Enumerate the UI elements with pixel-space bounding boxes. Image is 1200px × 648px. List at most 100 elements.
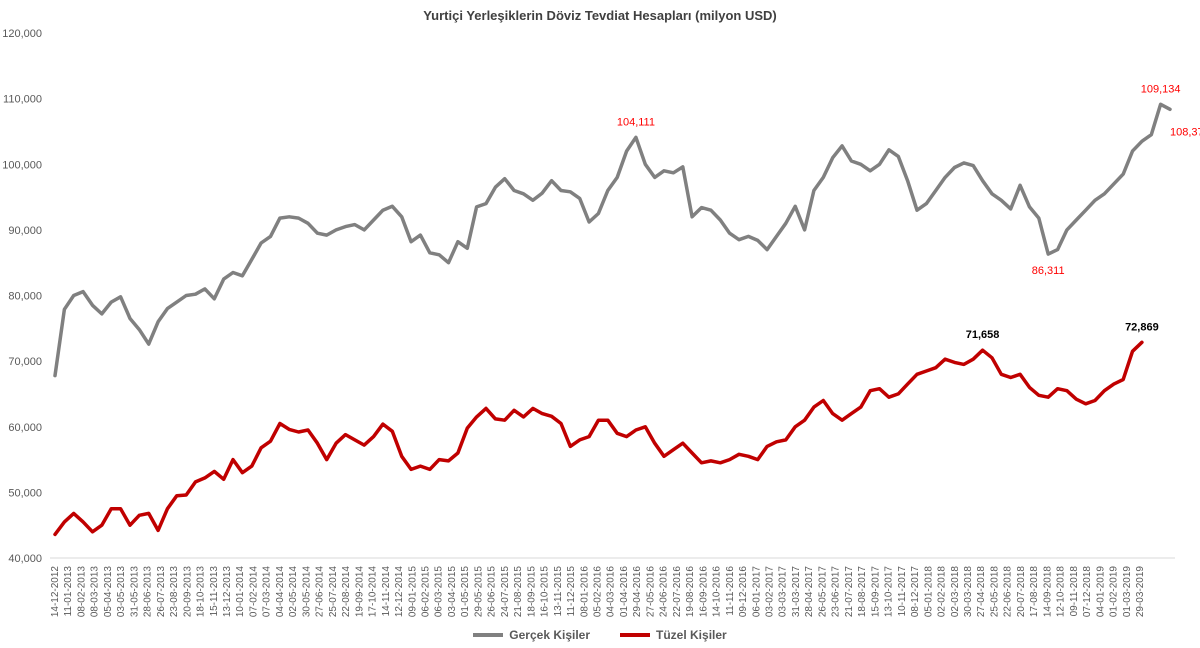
x-tick-label: 01-02-2019 <box>1109 566 1120 618</box>
x-tick-label: 29-04-2016 <box>632 566 643 618</box>
x-tick-label: 18-10-2013 <box>196 566 207 618</box>
x-tick-label: 23-06-2017 <box>831 566 842 618</box>
x-tick-label: 14-12-2012 <box>50 566 61 618</box>
x-tick-label: 05-04-2013 <box>103 566 114 618</box>
x-tick-label: 02-02-2018 <box>937 566 948 618</box>
x-tick-label: 20-09-2013 <box>182 566 193 618</box>
x-tick-label: 03-05-2013 <box>116 566 127 618</box>
series-line-gercek <box>55 104 1170 375</box>
x-tick-label: 22-06-2018 <box>1003 566 1014 618</box>
x-tick-label: 27-05-2016 <box>645 566 656 618</box>
x-tick-label: 17-10-2014 <box>368 566 379 618</box>
x-tick-label: 08-12-2017 <box>910 566 921 618</box>
x-tick-label: 10-11-2017 <box>897 566 908 617</box>
x-tick-label: 09-12-2016 <box>738 566 749 618</box>
x-tick-label: 27-04-2018 <box>976 566 987 618</box>
x-tick-label: 05-01-2018 <box>923 566 934 618</box>
x-tick-label: 20-07-2018 <box>1016 566 1027 618</box>
y-tick-label: 120,000 <box>2 28 42 40</box>
x-tick-label: 03-03-2017 <box>778 566 789 618</box>
x-tick-label: 31-03-2017 <box>791 566 802 618</box>
x-tick-label: 15-09-2017 <box>870 566 881 618</box>
x-tick-label: 11-11-2016 <box>725 566 736 616</box>
x-tick-label: 18-09-2015 <box>526 566 537 618</box>
x-tick-label: 02-05-2014 <box>288 566 299 618</box>
x-tick-label: 16-10-2015 <box>540 566 551 618</box>
y-tick-label: 70,000 <box>8 356 42 368</box>
data-label: 86,311 <box>1032 265 1065 277</box>
x-tick-label: 05-02-2016 <box>593 566 604 618</box>
series-line-tuzel <box>55 342 1142 534</box>
x-tick-label: 10-01-2014 <box>235 566 246 618</box>
x-tick-label: 28-04-2017 <box>804 566 815 618</box>
y-tick-label: 110,000 <box>3 94 42 106</box>
x-tick-label: 02-03-2018 <box>950 566 961 618</box>
y-tick-label: 50,000 <box>8 487 42 499</box>
legend-label-tuzel: Tüzel Kişiler <box>656 628 727 642</box>
x-tick-label: 11-12-2015 <box>566 566 577 617</box>
x-tick-label: 07-02-2014 <box>248 566 259 618</box>
x-tick-label: 12-12-2014 <box>394 566 405 618</box>
x-tick-label: 08-01-2016 <box>579 566 590 618</box>
x-tick-label: 01-04-2016 <box>619 566 630 618</box>
x-tick-label: 24-06-2016 <box>659 566 670 618</box>
x-tick-label: 03-04-2015 <box>447 566 458 618</box>
x-tick-label: 06-01-2017 <box>751 566 762 618</box>
x-tick-label: 27-06-2014 <box>315 566 326 618</box>
x-tick-label: 08-03-2013 <box>90 566 101 618</box>
x-tick-label: 25-07-2014 <box>328 566 339 618</box>
x-tick-label: 14-10-2016 <box>712 566 723 618</box>
data-label: 109,134 <box>1141 83 1181 95</box>
x-tick-label: 07-12-2018 <box>1082 566 1093 618</box>
x-tick-label: 29-05-2015 <box>473 566 484 618</box>
legend-item-tuzel: Tüzel Kişiler <box>620 628 727 642</box>
legend-item-gercek: Gerçek Kişiler <box>473 628 590 642</box>
x-tick-label: 17-08-2018 <box>1029 566 1040 618</box>
x-tick-label: 23-08-2013 <box>169 566 180 618</box>
x-tick-label: 13-11-2015 <box>553 566 564 617</box>
x-tick-label: 26-05-2017 <box>817 566 828 618</box>
x-tick-label: 07-03-2014 <box>262 566 273 618</box>
x-tick-label: 12-10-2018 <box>1056 566 1067 618</box>
x-tick-label: 21-07-2017 <box>844 566 855 618</box>
data-label: 108,377 <box>1170 126 1200 138</box>
x-tick-label: 30-05-2014 <box>301 566 312 618</box>
x-tick-label: 24-07-2015 <box>500 566 511 618</box>
x-tick-label: 19-08-2016 <box>685 566 696 618</box>
y-tick-label: 80,000 <box>8 291 42 303</box>
x-tick-label: 14-09-2018 <box>1042 566 1053 618</box>
x-tick-label: 11-01-2013 <box>63 566 74 617</box>
x-tick-label: 09-01-2015 <box>407 566 418 618</box>
x-tick-label: 01-03-2019 <box>1122 566 1133 618</box>
x-tick-label: 14-11-2014 <box>381 566 392 617</box>
x-tick-label: 16-09-2016 <box>698 566 709 618</box>
y-tick-label: 40,000 <box>8 553 42 565</box>
x-tick-label: 03-02-2017 <box>765 566 776 618</box>
x-tick-label: 26-06-2015 <box>487 566 498 618</box>
x-tick-label: 01-05-2015 <box>460 566 471 618</box>
x-tick-label: 31-05-2013 <box>129 566 140 618</box>
x-tick-label: 18-08-2017 <box>857 566 868 618</box>
x-tick-label: 04-04-2014 <box>275 566 286 618</box>
legend-label-gercek: Gerçek Kişiler <box>509 628 590 642</box>
x-tick-label: 19-09-2014 <box>354 566 365 618</box>
x-tick-label: 25-05-2018 <box>989 566 1000 618</box>
data-label: 104,111 <box>617 116 655 128</box>
x-tick-label: 06-03-2015 <box>434 566 445 618</box>
x-tick-label: 21-08-2015 <box>513 566 524 618</box>
y-tick-label: 100,000 <box>2 159 42 171</box>
x-tick-label: 13-10-2017 <box>884 566 895 618</box>
x-tick-label: 30-03-2018 <box>963 566 974 618</box>
legend-swatch-gercek <box>473 633 503 637</box>
y-tick-label: 90,000 <box>8 225 42 237</box>
x-tick-label: 04-03-2016 <box>606 566 617 618</box>
x-tick-label: 26-07-2013 <box>156 566 167 618</box>
legend-swatch-tuzel <box>620 633 650 637</box>
y-tick-label: 60,000 <box>8 422 42 434</box>
x-tick-label: 15-11-2013 <box>209 566 220 617</box>
data-label: 71,658 <box>966 329 1000 341</box>
x-tick-label: 22-07-2016 <box>672 566 683 618</box>
x-tick-label: 09-11-2018 <box>1069 566 1080 617</box>
